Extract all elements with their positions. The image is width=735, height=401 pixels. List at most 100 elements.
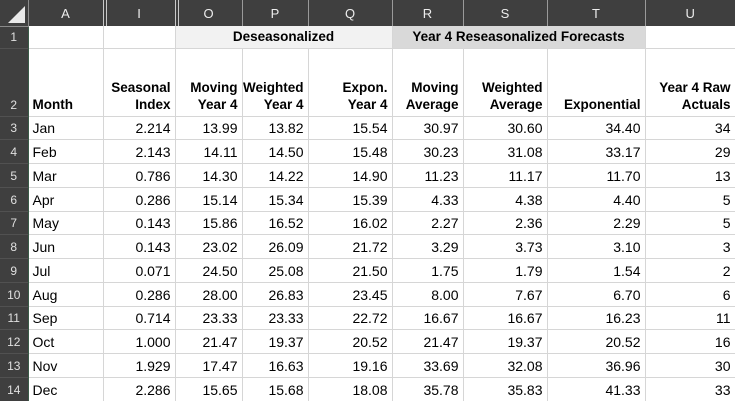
cell-O14[interactable]: 15.65 — [175, 377, 243, 401]
cell-O12[interactable]: 21.47 — [175, 329, 243, 354]
cell-U6[interactable]: 5 — [645, 187, 735, 212]
column-header-S[interactable]: S — [462, 0, 547, 26]
row-header-8[interactable]: 8 — [0, 234, 29, 259]
cell-I7[interactable]: 0.143 — [103, 211, 176, 236]
cell-O8[interactable]: 23.02 — [175, 234, 243, 259]
cell-Q11[interactable]: 22.72 — [308, 306, 393, 331]
cell-Q12[interactable]: 20.52 — [308, 329, 393, 354]
cell-R12[interactable]: 21.47 — [392, 329, 464, 354]
cell-T3[interactable]: 34.40 — [547, 116, 646, 141]
cell-U1[interactable] — [645, 26, 735, 49]
row-header-1[interactable]: 1 — [0, 25, 29, 48]
cell-A8[interactable]: Jun — [28, 234, 104, 259]
cell-Q9[interactable]: 21.50 — [308, 258, 393, 283]
cell-I10[interactable]: 0.286 — [103, 282, 176, 307]
row-header-10[interactable]: 10 — [0, 281, 29, 306]
column-header-O[interactable]: O — [174, 0, 242, 26]
row-header-9[interactable]: 9 — [0, 258, 29, 283]
row-header-4[interactable]: 4 — [0, 139, 29, 164]
cell-I8[interactable]: 0.143 — [103, 234, 176, 259]
cell-T10[interactable]: 6.70 — [547, 282, 646, 307]
cell-P11[interactable]: 23.33 — [242, 306, 309, 331]
cell-P9[interactable]: 25.08 — [242, 258, 309, 283]
header-weighted-average[interactable]: Weighted Average — [463, 48, 548, 117]
row-header-7[interactable]: 7 — [0, 210, 29, 235]
cell-R5[interactable]: 11.23 — [392, 163, 464, 188]
cell-Q10[interactable]: 23.45 — [308, 282, 393, 307]
cell-Q13[interactable]: 19.16 — [308, 353, 393, 378]
cell-P3[interactable]: 13.82 — [242, 116, 309, 141]
cell-P8[interactable]: 26.09 — [242, 234, 309, 259]
cell-O5[interactable]: 14.30 — [175, 163, 243, 188]
cell-I11[interactable]: 0.714 — [103, 306, 176, 331]
cell-O6[interactable]: 15.14 — [175, 187, 243, 212]
cell-T4[interactable]: 33.17 — [547, 139, 646, 164]
cell-Q4[interactable]: 15.48 — [308, 139, 393, 164]
column-header-T[interactable]: T — [546, 0, 645, 26]
cell-I4[interactable]: 2.143 — [103, 139, 176, 164]
cell-R8[interactable]: 3.29 — [392, 234, 464, 259]
cell-U14[interactable]: 33 — [645, 377, 735, 401]
cell-Q6[interactable]: 15.39 — [308, 187, 393, 212]
cell-A10[interactable]: Aug — [28, 282, 104, 307]
cell-U11[interactable]: 11 — [645, 306, 735, 331]
cell-T5[interactable]: 11.70 — [547, 163, 646, 188]
cell-A9[interactable]: Jul — [28, 258, 104, 283]
cell-I9[interactable]: 0.071 — [103, 258, 176, 283]
column-header-U[interactable]: U — [644, 0, 735, 26]
cell-S14[interactable]: 35.83 — [463, 377, 548, 401]
cell-U12[interactable]: 16 — [645, 329, 735, 354]
row-header-2[interactable]: 2 — [0, 47, 29, 116]
cell-U10[interactable]: 6 — [645, 282, 735, 307]
column-header-I[interactable]: I — [102, 0, 175, 26]
cell-P13[interactable]: 16.63 — [242, 353, 309, 378]
cell-Q14[interactable]: 18.08 — [308, 377, 393, 401]
cell-S5[interactable]: 11.17 — [463, 163, 548, 188]
cell-A14[interactable]: Dec — [28, 377, 104, 401]
cell-A1[interactable] — [28, 26, 104, 49]
column-header-A[interactable]: A — [27, 0, 103, 26]
cell-R7[interactable]: 2.27 — [392, 211, 464, 236]
column-header-Q[interactable]: Q — [307, 0, 392, 26]
header-weighted-year4[interactable]: Weighted Year 4 — [242, 48, 309, 117]
cell-A6[interactable]: Apr — [28, 187, 104, 212]
header-expon-year4[interactable]: Expon. Year 4 — [308, 48, 393, 117]
cell-T6[interactable]: 4.40 — [547, 187, 646, 212]
cell-O4[interactable]: 14.11 — [175, 139, 243, 164]
cell-Q7[interactable]: 16.02 — [308, 211, 393, 236]
cell-O9[interactable]: 24.50 — [175, 258, 243, 283]
row-header-5[interactable]: 5 — [0, 163, 29, 188]
cell-T11[interactable]: 16.23 — [547, 306, 646, 331]
cell-S7[interactable]: 2.36 — [463, 211, 548, 236]
cell-S9[interactable]: 1.79 — [463, 258, 548, 283]
cell-U7[interactable]: 5 — [645, 211, 735, 236]
cell-A4[interactable]: Feb — [28, 139, 104, 164]
cell-P10[interactable]: 26.83 — [242, 282, 309, 307]
cell-A5[interactable]: Mar — [28, 163, 104, 188]
cell-U4[interactable]: 29 — [645, 139, 735, 164]
cell-R3[interactable]: 30.97 — [392, 116, 464, 141]
cell-I12[interactable]: 1.000 — [103, 329, 176, 354]
row-header-12[interactable]: 12 — [0, 329, 29, 354]
cell-U5[interactable]: 13 — [645, 163, 735, 188]
cell-T13[interactable]: 36.96 — [547, 353, 646, 378]
cell-S6[interactable]: 4.38 — [463, 187, 548, 212]
cell-T9[interactable]: 1.54 — [547, 258, 646, 283]
cell-A13[interactable]: Nov — [28, 353, 104, 378]
cell-A12[interactable]: Oct — [28, 329, 104, 354]
cell-S13[interactable]: 32.08 — [463, 353, 548, 378]
cell-O7[interactable]: 15.86 — [175, 211, 243, 236]
cell-R6[interactable]: 4.33 — [392, 187, 464, 212]
cell-P12[interactable]: 19.37 — [242, 329, 309, 354]
cell-U9[interactable]: 2 — [645, 258, 735, 283]
cell-I1[interactable] — [103, 26, 176, 49]
cell-A7[interactable]: May — [28, 211, 104, 236]
cell-S8[interactable]: 3.73 — [463, 234, 548, 259]
header-moving-year4[interactable]: Moving Year 4 — [175, 48, 243, 117]
header-year4-raw-actuals[interactable]: Year 4 Raw Actuals — [645, 48, 735, 117]
cell-Q3[interactable]: 15.54 — [308, 116, 393, 141]
cell-R11[interactable]: 16.67 — [392, 306, 464, 331]
band-deseasonalized[interactable]: Deseasonalized — [175, 26, 393, 49]
cell-O3[interactable]: 13.99 — [175, 116, 243, 141]
column-header-R[interactable]: R — [391, 0, 463, 26]
